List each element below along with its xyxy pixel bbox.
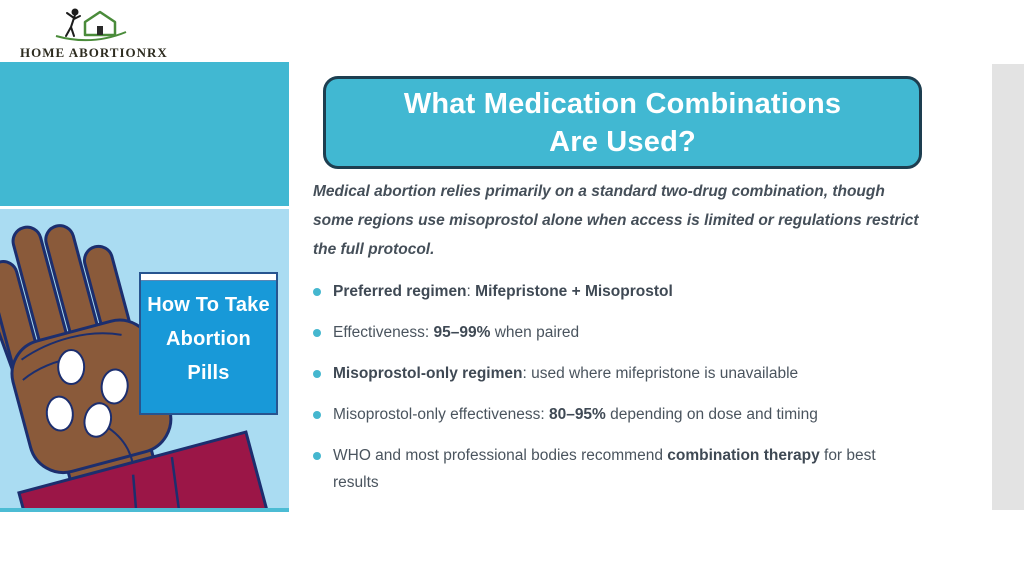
bullet-text: Effectiveness: 95–99% when paired (333, 324, 580, 341)
bullet-dot-icon (313, 370, 321, 378)
bullet-text: Misoprostol-only effectiveness: 80–95% d… (333, 406, 818, 423)
house-and-person-icon (55, 8, 127, 42)
bullet-item: Misoprostol-only effectiveness: 80–95% d… (313, 401, 913, 428)
bullet-item: WHO and most professional bodies recomme… (313, 442, 913, 496)
slide-title-box: What Medication Combinations Are Used? (323, 76, 922, 169)
bullet-dot-icon (313, 411, 321, 419)
bullet-dot-icon (313, 288, 321, 296)
bullet-item: Misoprostol-only regimen: used where mif… (313, 360, 913, 387)
illustration-bottom-strip (0, 508, 289, 512)
bullet-dot-icon (313, 452, 321, 460)
illustration-panel: How To Take Abortion Pills (0, 209, 289, 512)
bullet-dot-icon (313, 329, 321, 337)
slide-title-line-2: Are Used? (549, 125, 696, 158)
caption-line-2: Abortion (166, 328, 251, 350)
caption-text: How To Take Abortion Pills (141, 288, 276, 390)
bullet-text: Preferred regimen: Mifepristone + Misopr… (333, 283, 673, 300)
bullet-list: Preferred regimen: Mifepristone + Misopr… (313, 278, 913, 510)
bullet-text: WHO and most professional bodies recomme… (333, 447, 876, 491)
bullet-item: Effectiveness: 95–99% when paired (313, 319, 913, 346)
next-slide-edge (992, 64, 1024, 510)
caption-line-1: How To Take (147, 294, 270, 316)
caption-box: How To Take Abortion Pills (139, 272, 278, 415)
teal-header-block (0, 62, 289, 206)
brand-logo: HOME ABORTIONRX (20, 5, 168, 61)
bullet-text: Misoprostol-only regimen: used where mif… (333, 365, 799, 382)
brand-name: HOME ABORTIONRX (20, 45, 168, 60)
intro-paragraph: Medical abortion relies primarily on a s… (313, 183, 919, 258)
bullet-item: Preferred regimen: Mifepristone + Misopr… (313, 278, 913, 305)
caption-line-3: Pills (187, 362, 230, 384)
slide-title-line-1: What Medication Combinations (403, 87, 842, 120)
hand-with-pills-illustration (0, 224, 289, 512)
caption-box-top-strip (141, 274, 276, 281)
